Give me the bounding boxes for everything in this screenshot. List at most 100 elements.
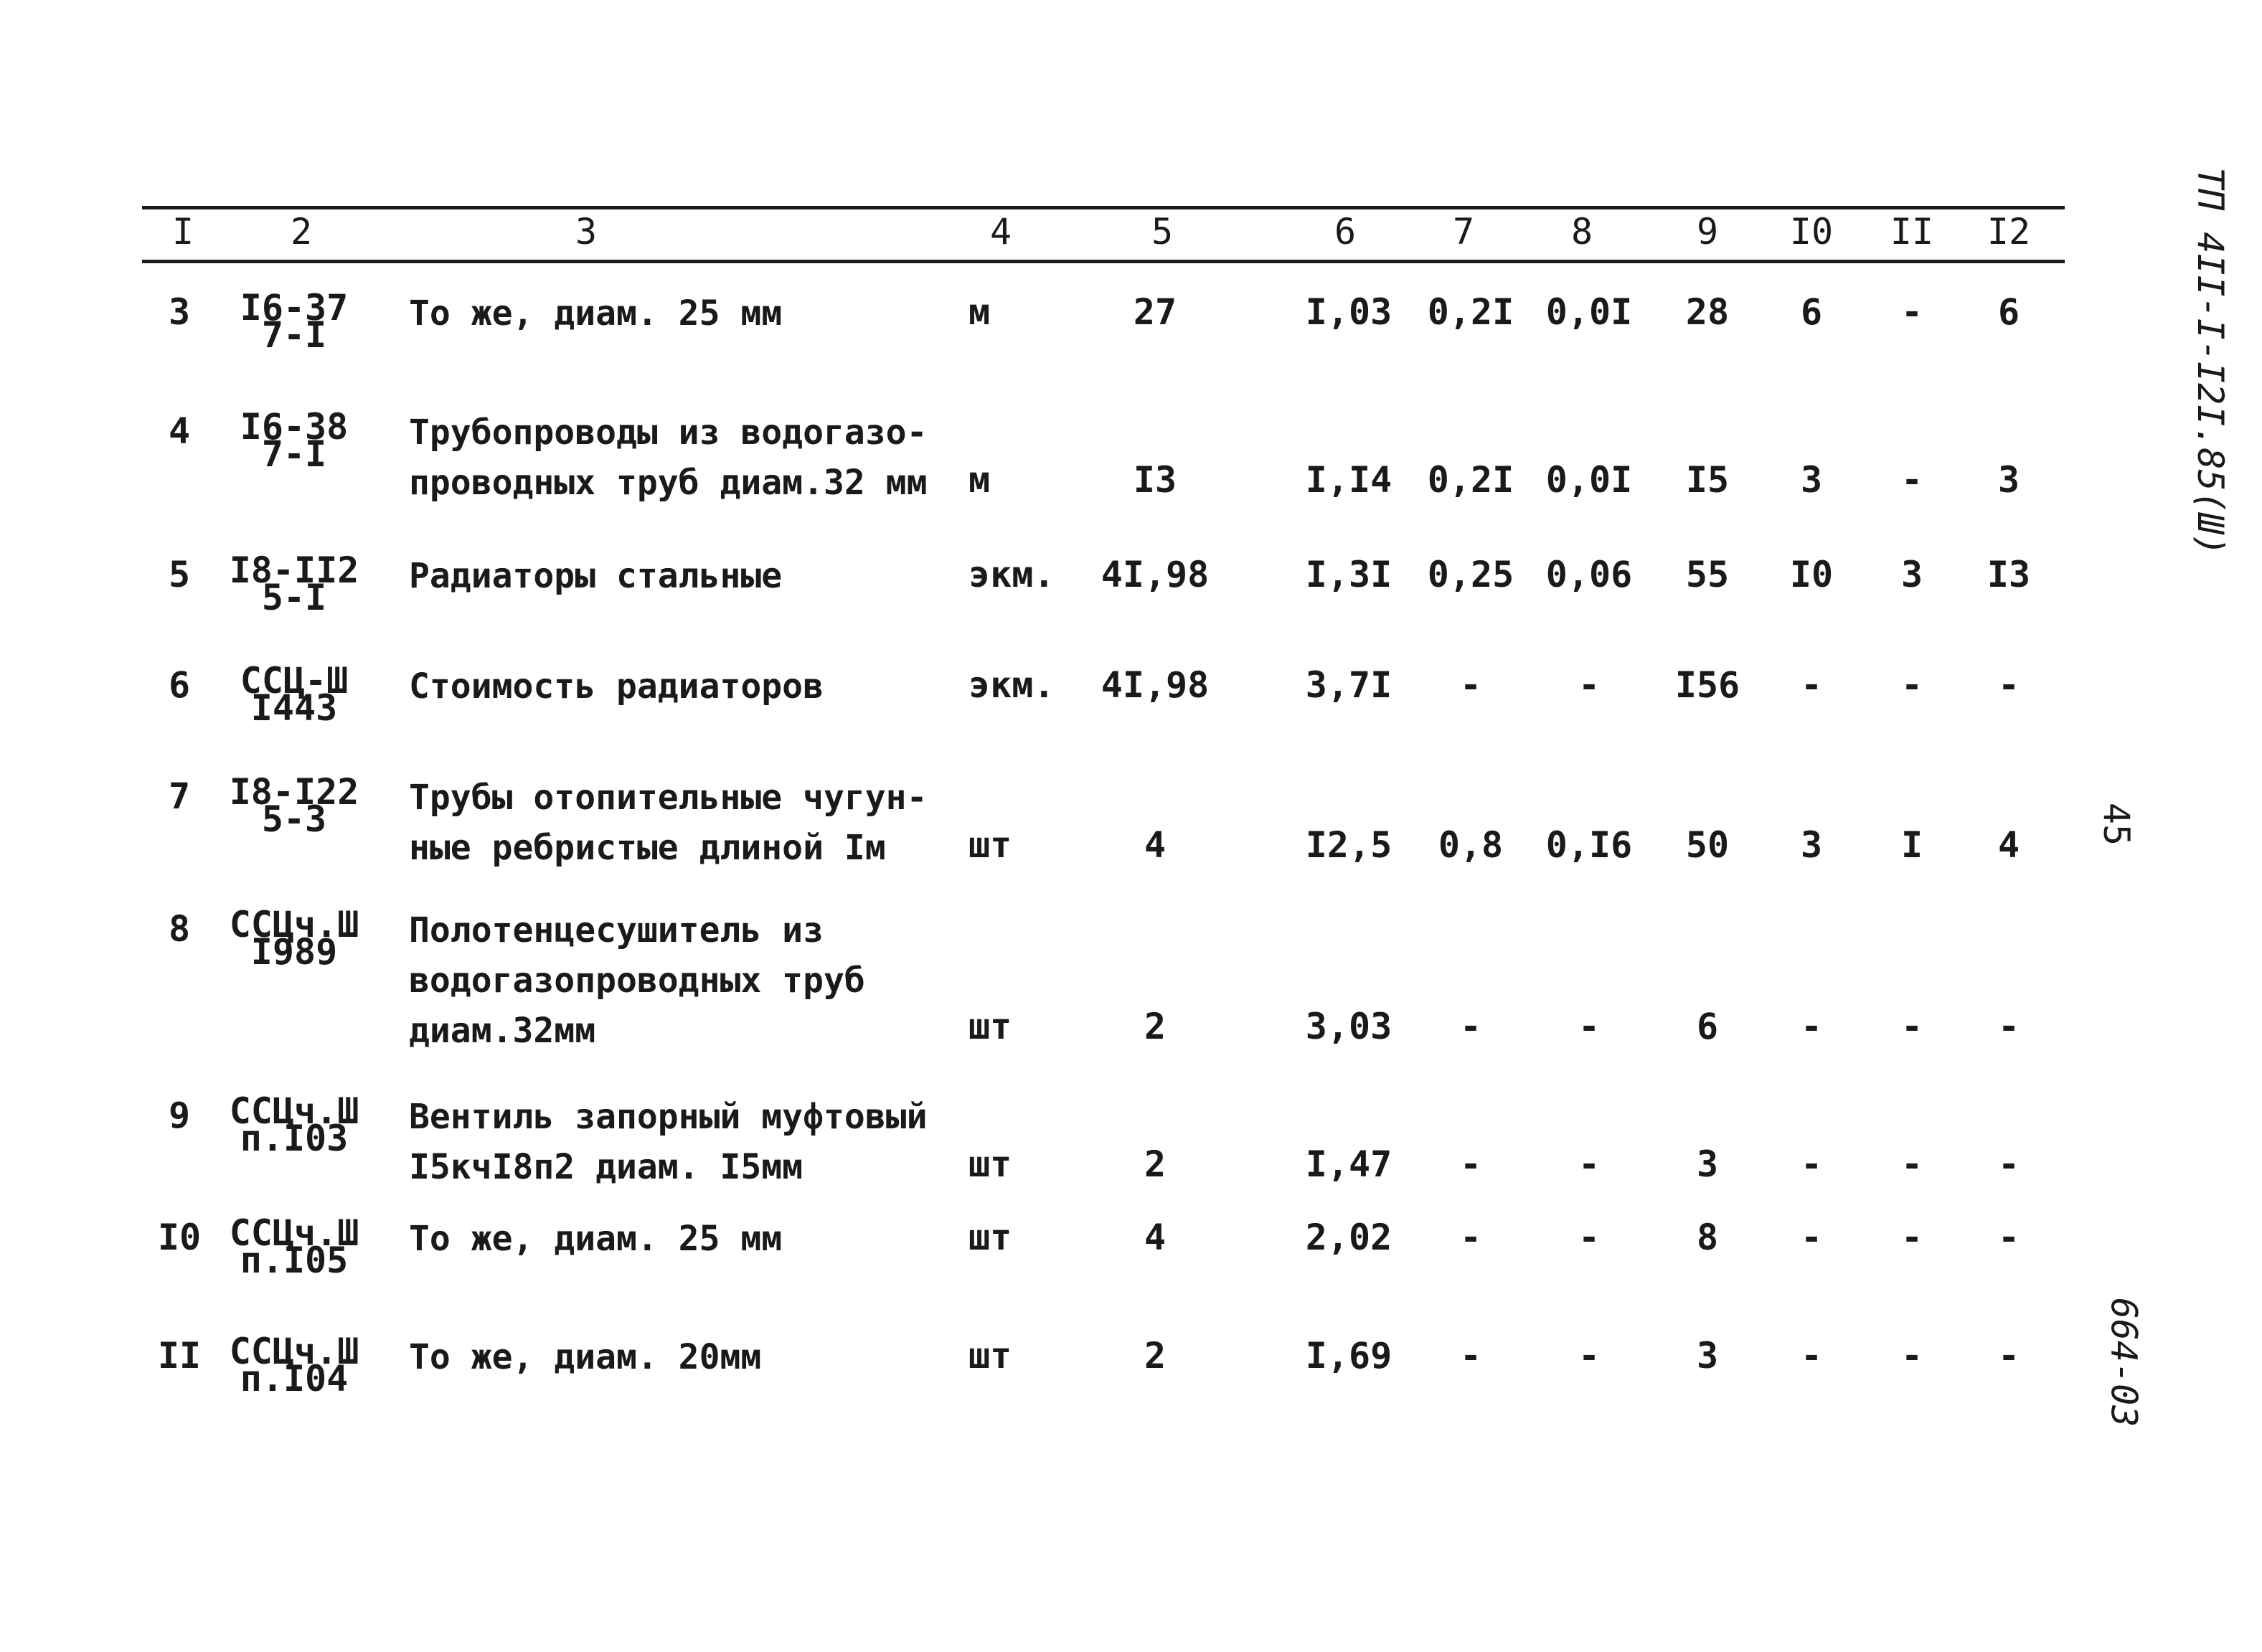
- rate-code: 7-I: [261, 433, 327, 475]
- value-cell-c10: 6: [1800, 291, 1823, 333]
- column-header-9: 9: [1696, 211, 1719, 252]
- rate-code: 7-I: [261, 314, 327, 356]
- unit-cell: м: [969, 291, 991, 333]
- value-cell-c7: -: [1459, 664, 1482, 706]
- album-code-margin: 664-03: [2103, 1297, 2145, 1427]
- unit-cell: шт: [969, 1335, 1012, 1377]
- column-header-11: II: [1890, 211, 1934, 252]
- row-description: Вентиль запорный муфтовый: [409, 1097, 928, 1137]
- value-cell-c5: I3: [1133, 459, 1177, 501]
- rate-code: 5-I: [261, 577, 327, 618]
- value-cell-c12: -: [1997, 1217, 2020, 1258]
- unit-cell: шт: [969, 1217, 1012, 1258]
- table-top-rule: [142, 206, 2065, 209]
- value-cell-c12: -: [1997, 1143, 2020, 1185]
- value-cell-c12: -: [1997, 1006, 2020, 1047]
- value-cell-c7: -: [1459, 1217, 1482, 1258]
- row-description: То же, диам. 20мм: [409, 1337, 762, 1377]
- column-header-1: I: [171, 211, 194, 252]
- row-description: То же, диам. 25 мм: [409, 1219, 783, 1259]
- column-header-2: 2: [290, 211, 313, 252]
- rate-code: ССЦч.Ш: [229, 1212, 359, 1254]
- row-description: проводных труб диам.32 мм: [409, 463, 928, 503]
- value-cell-c12: -: [1997, 664, 2020, 706]
- unit-cell: м: [969, 459, 991, 501]
- rate-code: I989: [250, 931, 338, 973]
- value-cell-c7: -: [1459, 1335, 1482, 1377]
- value-cell-c5: 4: [1144, 1217, 1167, 1258]
- value-cell-c10: -: [1800, 1006, 1823, 1047]
- rate-code: I443: [250, 687, 338, 729]
- value-cell-c10: -: [1800, 1335, 1823, 1377]
- value-cell-c11: I: [1900, 824, 1923, 866]
- sheet-number: 45: [2096, 802, 2138, 846]
- unit-cell: шт: [969, 824, 1012, 866]
- row-description: диам.32мм: [409, 1011, 596, 1051]
- row-description: водогазопроводных труб: [409, 960, 865, 1001]
- value-cell-c11: -: [1900, 459, 1923, 501]
- value-cell-c7: 0,25: [1427, 554, 1514, 595]
- column-header-4: 4: [989, 211, 1012, 252]
- rate-code: п.I04: [240, 1358, 349, 1400]
- rate-code: п.I05: [240, 1240, 349, 1281]
- value-cell-c6: 2,02: [1305, 1217, 1392, 1258]
- value-cell-c7: 0,2I: [1427, 459, 1514, 501]
- value-cell-c7: 0,8: [1438, 824, 1504, 866]
- row-number: 4: [168, 410, 191, 452]
- value-cell-c8: 0,0I: [1545, 291, 1633, 333]
- value-cell-c10: I0: [1789, 554, 1834, 595]
- row-number: 6: [168, 664, 191, 706]
- column-header-12: I2: [1987, 211, 2031, 252]
- rate-code: I8-I22: [229, 771, 359, 813]
- row-number: 5: [168, 554, 191, 595]
- value-cell-c12: I3: [1987, 554, 2031, 595]
- column-header-8: 8: [1570, 211, 1593, 252]
- value-cell-c6: I,3I: [1305, 554, 1392, 595]
- value-cell-c5: 4: [1144, 824, 1167, 866]
- rate-code: ССЦч.Ш: [229, 1090, 359, 1132]
- value-cell-c8: 0,06: [1545, 554, 1633, 595]
- value-cell-c5: 27: [1133, 291, 1177, 333]
- rate-code: ССЦ-Ш: [240, 660, 349, 702]
- value-cell-c10: -: [1800, 1217, 1823, 1258]
- value-cell-c8: -: [1578, 1335, 1601, 1377]
- unit-cell: экм.: [969, 664, 1055, 706]
- column-header-10: I0: [1789, 211, 1834, 252]
- value-cell-c8: -: [1578, 1143, 1601, 1185]
- value-cell-c12: 4: [1997, 824, 2020, 866]
- unit-cell: шт: [969, 1143, 1012, 1185]
- row-description: Трубы отопительные чугун-: [409, 778, 928, 818]
- rate-code: I6-37: [240, 287, 349, 329]
- value-cell-c6: 3,7I: [1305, 664, 1392, 706]
- value-cell-c12: 6: [1997, 291, 2020, 333]
- value-cell-c11: -: [1900, 1006, 1923, 1047]
- value-cell-c12: -: [1997, 1335, 2020, 1377]
- value-cell-c9: 3: [1696, 1335, 1719, 1377]
- row-number: I0: [157, 1217, 202, 1258]
- value-cell-c6: I2,5: [1305, 824, 1392, 866]
- column-header-6: 6: [1334, 211, 1357, 252]
- value-cell-c7: 0,2I: [1427, 291, 1514, 333]
- value-cell-c10: 3: [1800, 459, 1823, 501]
- value-cell-c7: -: [1459, 1006, 1482, 1047]
- column-header-5: 5: [1151, 211, 1174, 252]
- value-cell-c9: 50: [1685, 824, 1730, 866]
- value-cell-c9: 55: [1685, 554, 1730, 595]
- value-cell-c5: 2: [1144, 1006, 1167, 1047]
- row-number: 9: [168, 1095, 191, 1136]
- value-cell-c8: -: [1578, 664, 1601, 706]
- unit-cell: шт: [969, 1006, 1012, 1047]
- value-cell-c8: -: [1578, 1217, 1601, 1258]
- value-cell-c11: -: [1900, 291, 1923, 333]
- value-cell-c9: 8: [1696, 1217, 1719, 1258]
- value-cell-c8: 0,0I: [1545, 459, 1633, 501]
- rate-code: ССЦч.Ш: [229, 1331, 359, 1372]
- value-cell-c9: I56: [1674, 664, 1740, 706]
- row-description: Полотенцесушитель из: [409, 910, 824, 950]
- row-description: То же, диам. 25 мм: [409, 293, 783, 334]
- value-cell-c6: I,47: [1305, 1143, 1392, 1185]
- value-cell-c9: 6: [1696, 1006, 1719, 1047]
- value-cell-c6: 3,03: [1305, 1006, 1392, 1047]
- rate-code: п.I03: [240, 1118, 349, 1159]
- value-cell-c6: I,03: [1305, 291, 1392, 333]
